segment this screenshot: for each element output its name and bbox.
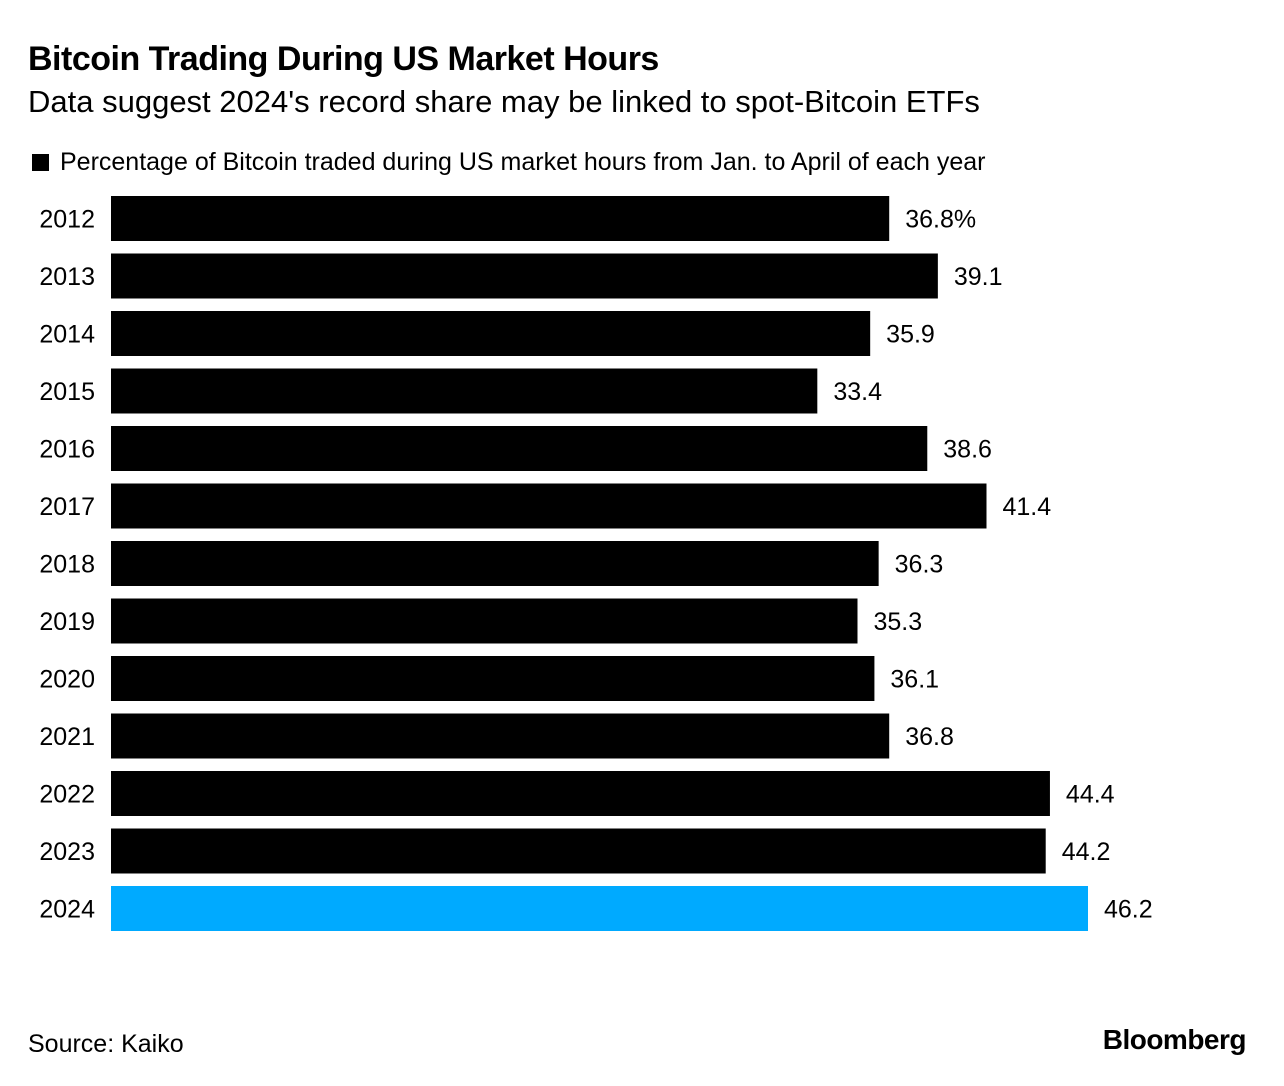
category-label-2013: 2013	[39, 263, 95, 291]
value-label-2018: 36.3	[895, 551, 944, 579]
bar-2024	[111, 886, 1088, 931]
bar-2014	[111, 311, 871, 356]
category-label-2020: 2020	[39, 666, 95, 694]
value-label-2024: 46.2	[1104, 896, 1153, 924]
bar-2022	[111, 771, 1050, 816]
category-label-2018: 2018	[39, 551, 95, 579]
bar-2020	[111, 656, 875, 701]
value-label-2015: 33.4	[833, 378, 882, 406]
chart-subtitle: Data suggest 2024's record share may be …	[28, 84, 980, 119]
value-label-2016: 38.6	[943, 436, 992, 464]
legend-swatch	[32, 154, 49, 171]
category-label-2021: 2021	[39, 723, 95, 751]
value-label-2023: 44.2	[1062, 838, 1111, 866]
bar-2016	[111, 426, 928, 471]
value-label-2014: 35.9	[886, 321, 935, 349]
category-label-2022: 2022	[39, 781, 95, 809]
value-label-2022: 44.4	[1066, 781, 1115, 809]
bar-2017	[111, 483, 987, 529]
value-label-2021: 36.8	[905, 723, 954, 751]
bar-2021	[111, 713, 890, 759]
value-label-2020: 36.1	[890, 666, 939, 694]
category-label-2023: 2023	[39, 838, 95, 866]
bar-2023	[111, 828, 1046, 874]
value-label-2012: 36.8%	[905, 206, 976, 234]
value-label-2013: 39.1	[954, 263, 1003, 291]
bar-2015	[111, 368, 818, 414]
bar-2013	[111, 253, 938, 299]
bar-chart: 2012 36.8% 2013 39.1 2014 35.9 2015 33.4 2016 38.…	[39, 196, 1153, 931]
value-label-2019: 35.3	[873, 608, 922, 636]
category-label-2012: 2012	[39, 206, 95, 234]
category-label-2014: 2014	[39, 321, 95, 349]
category-label-2017: 2017	[39, 493, 95, 521]
bar-2018	[111, 541, 879, 586]
bar-2012	[111, 196, 890, 241]
source-note: Source: Kaiko	[28, 1030, 184, 1058]
chart-title: Bitcoin Trading During US Market Hours	[28, 40, 659, 78]
bloomberg-logo: Bloomberg	[1102, 1024, 1247, 1055]
legend: Percentage of Bitcoin traded during US m…	[32, 148, 985, 177]
value-label-2017: 41.4	[1002, 493, 1051, 521]
category-label-2024: 2024	[39, 896, 95, 924]
legend-label: Percentage of Bitcoin traded during US m…	[60, 148, 986, 176]
category-label-2019: 2019	[39, 608, 95, 636]
category-label-2015: 2015	[39, 378, 95, 406]
category-label-2016: 2016	[39, 436, 95, 464]
bar-2019	[111, 598, 858, 644]
